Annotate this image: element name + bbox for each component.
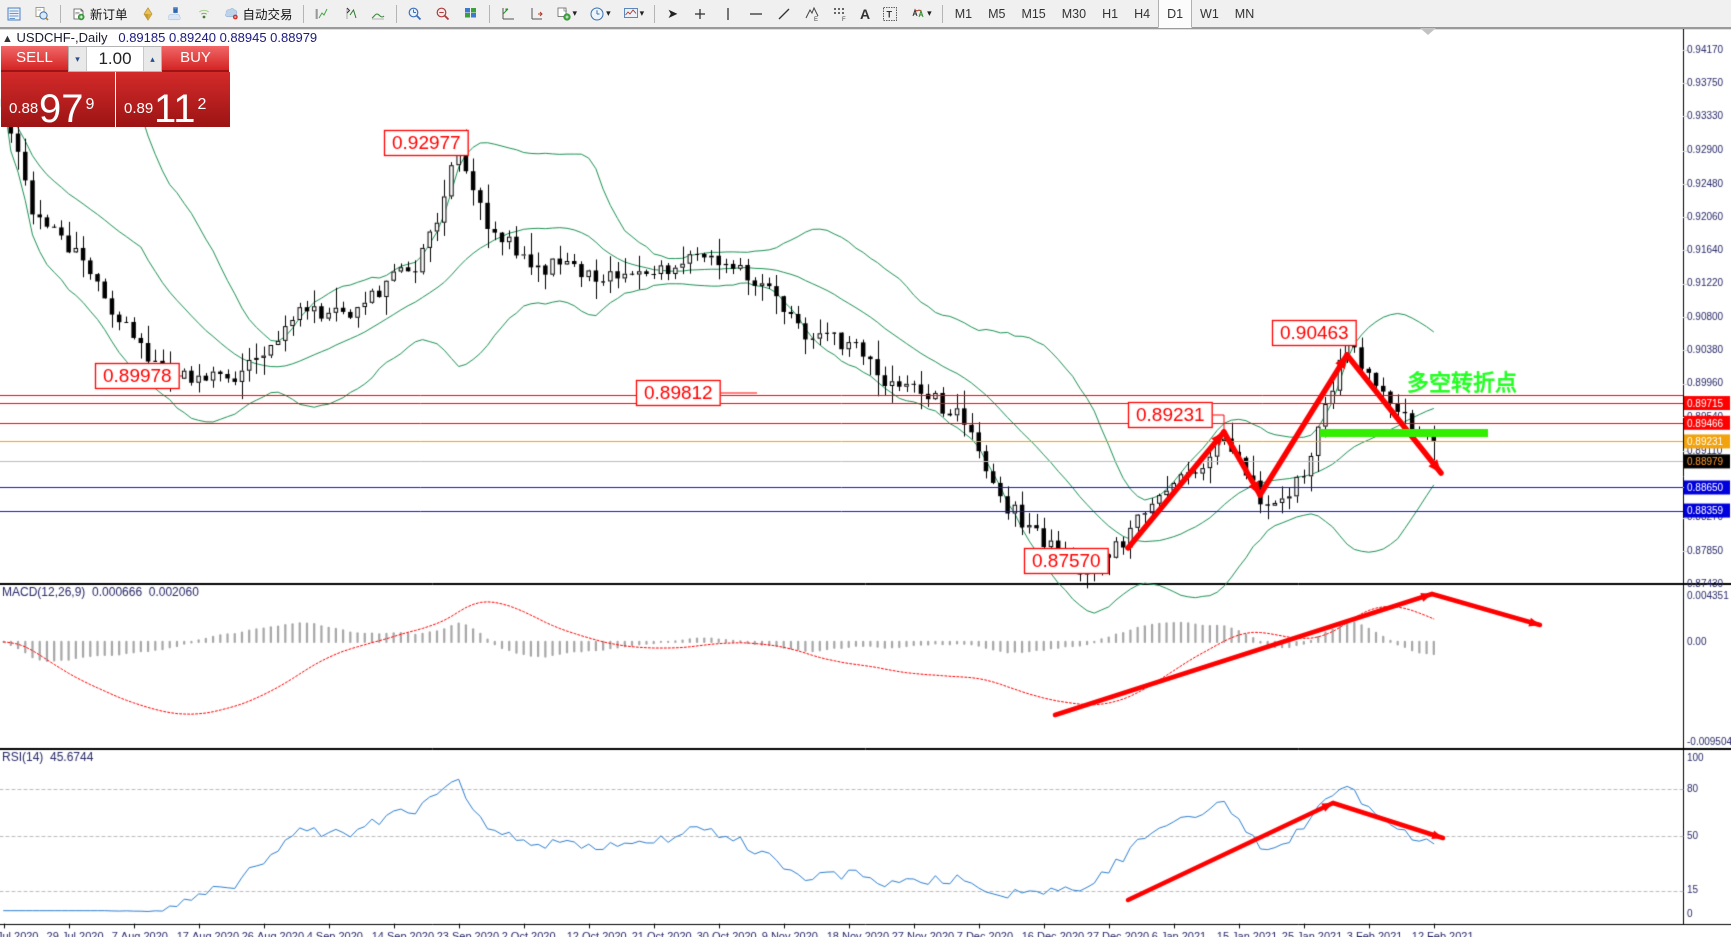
svg-text:F: F xyxy=(842,17,846,22)
svg-text:E: E xyxy=(814,17,818,22)
svg-text:T: T xyxy=(887,9,893,19)
